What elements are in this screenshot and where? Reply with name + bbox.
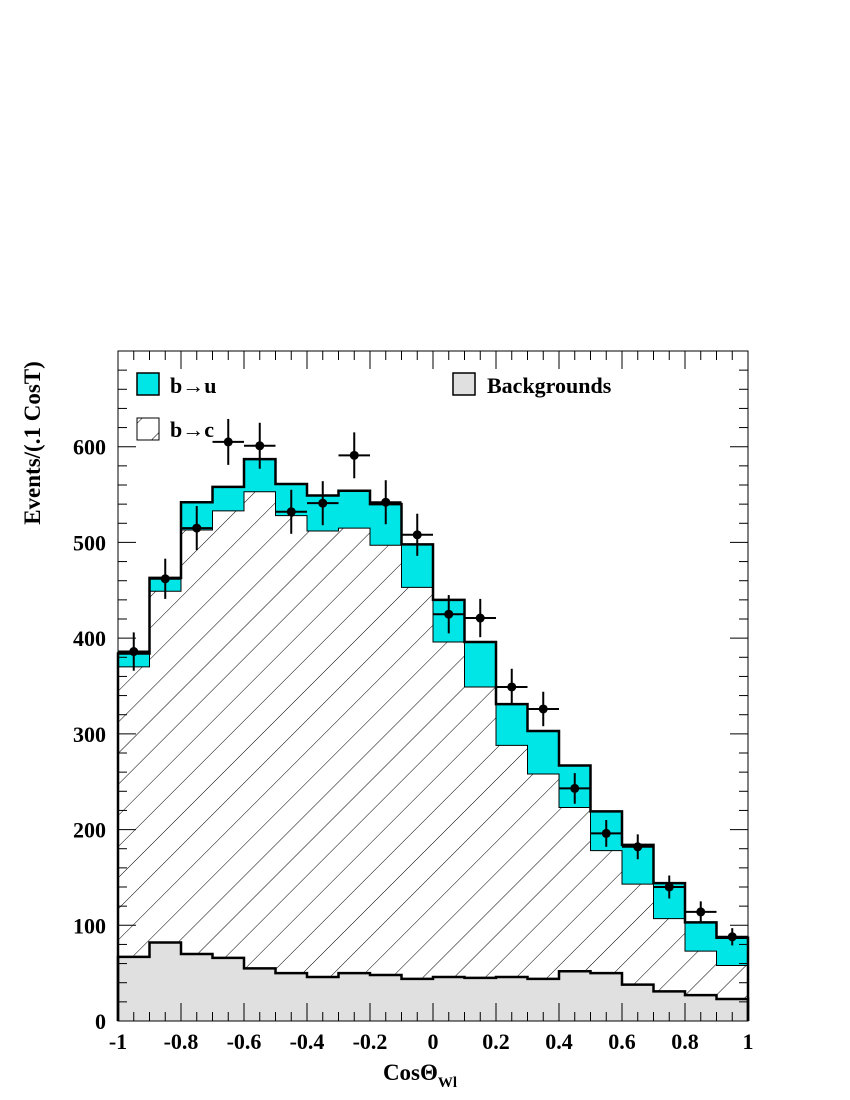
x-tick-label: -0.4: [290, 1029, 325, 1054]
legend-label-backgrounds: Backgrounds: [487, 373, 612, 398]
data-point: [601, 828, 611, 838]
bc-bin: [527, 774, 559, 979]
data-point: [223, 437, 233, 447]
y-axis-label: Events/(.1 CosT): [20, 361, 45, 525]
x-axis-label: CosΘWl: [383, 1060, 457, 1091]
data-point: [286, 507, 296, 517]
legend-label-bc: b→c: [170, 417, 214, 442]
bu-bin: [496, 704, 528, 746]
bu-bin: [685, 922, 717, 952]
y-tick-label: 0: [95, 1009, 106, 1034]
data-point: [349, 450, 359, 460]
bc-bin: [464, 686, 496, 978]
legend-label-bu: b→u: [170, 373, 216, 398]
data-point: [381, 497, 391, 507]
bu-bin: [212, 486, 244, 511]
bc-bin: [653, 918, 685, 992]
data-point: [444, 609, 454, 619]
data-point: [570, 783, 580, 793]
data-point: [507, 682, 517, 692]
bc-bin: [496, 745, 528, 977]
data-point: [160, 574, 170, 584]
background-bin: [149, 942, 181, 1021]
x-tick-label: -0.8: [164, 1029, 199, 1054]
legend-swatch-bu: [136, 372, 160, 396]
bc-bin: [370, 545, 402, 976]
data-point: [255, 441, 265, 451]
data-point: [475, 613, 485, 623]
data-point: [727, 932, 737, 942]
background-bin: [118, 956, 150, 1021]
bc-bin: [149, 591, 181, 943]
data-point: [412, 530, 422, 540]
bc-bin: [338, 528, 370, 974]
bc-bin: [244, 491, 276, 969]
bc-bin: [685, 951, 717, 996]
y-tick-label: 500: [73, 530, 106, 555]
y-tick-label: 400: [73, 626, 106, 651]
data-point: [538, 704, 548, 714]
bc-bin: [181, 529, 213, 954]
bu-bin: [338, 490, 370, 529]
data-point: [129, 647, 139, 657]
bc-bin: [622, 884, 654, 985]
data-point: [318, 498, 328, 508]
legend-swatch-bc: [136, 417, 160, 441]
bc-bin: [118, 666, 150, 957]
data-point: [633, 842, 643, 852]
y-tick-label: 300: [73, 722, 106, 747]
bc-bin: [559, 807, 591, 972]
legend-swatch-backgrounds: [452, 372, 476, 396]
bc-bin: [307, 530, 339, 977]
data-point: [192, 523, 202, 533]
x-tick-label: 1: [743, 1029, 754, 1054]
bc-bin: [590, 850, 622, 974]
y-tick-label: 100: [73, 913, 106, 938]
bu-bin: [527, 730, 559, 775]
total-outline: [116, 457, 750, 1021]
x-tick-label: 0.4: [545, 1029, 573, 1054]
bc-bin: [212, 510, 244, 958]
x-tick-label: 0.2: [482, 1029, 510, 1054]
x-tick-label: 0: [428, 1029, 439, 1054]
y-tick-label: 600: [73, 435, 106, 460]
background-bin: [212, 957, 244, 1021]
x-axis-label-subscript: Wl: [438, 1075, 457, 1091]
bc-bin: [275, 515, 307, 974]
bc-bin: [433, 641, 465, 977]
bu-bin: [464, 641, 496, 687]
data-point: [664, 882, 674, 892]
data-point: [696, 907, 706, 917]
x-tick-label: -1: [109, 1029, 127, 1054]
background-bin: [181, 954, 213, 1021]
y-tick-label: 200: [73, 818, 106, 843]
x-tick-label: 0.6: [608, 1029, 636, 1054]
background-outline: [116, 941, 750, 1021]
x-tick-label: 0.8: [671, 1029, 699, 1054]
x-tick-label: -0.6: [227, 1029, 262, 1054]
x-tick-label: -0.2: [353, 1029, 388, 1054]
background-bin: [716, 998, 748, 1021]
bc-bin: [401, 587, 433, 979]
